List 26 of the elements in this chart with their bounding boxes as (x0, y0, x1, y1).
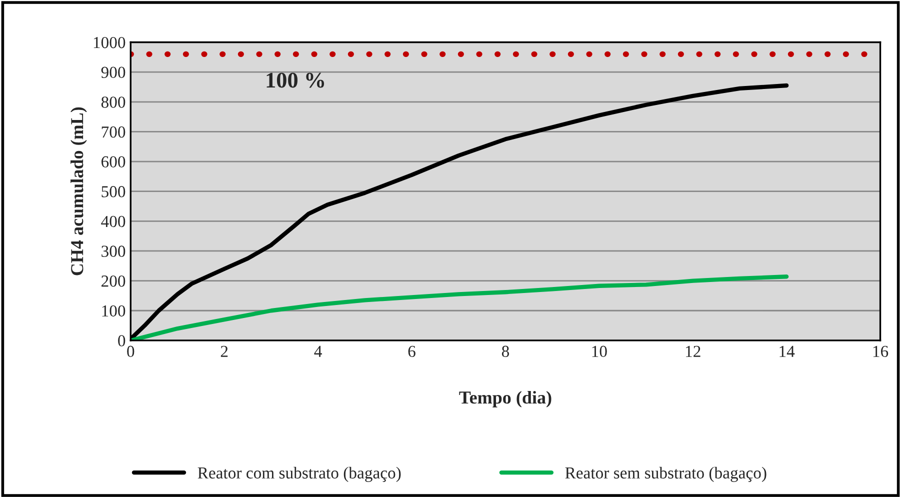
x-tick-label: 16 (873, 346, 888, 358)
x-tick-label: 14 (780, 346, 795, 357)
x-axis-title: Tempo (dia) (459, 390, 552, 408)
legend-label: Reator sem substrato (bagaço) (565, 466, 766, 482)
annotation: 100 % (266, 72, 324, 88)
y-tick-label: 0 (118, 335, 126, 346)
y-tick-label: 600 (102, 156, 126, 168)
legend-label: Reator com substrato (bagaço) (198, 466, 401, 482)
x-tick-label: 0 (127, 346, 134, 358)
line-series (130, 274, 789, 340)
x-tick-label: 12 (686, 346, 700, 357)
x-tick-label: 2 (220, 346, 228, 357)
y-tick-label: 200 (102, 276, 126, 287)
y-tick-label: 400 (101, 216, 126, 228)
x-tick-label: 6 (408, 346, 416, 358)
x-tick-label: 8 (502, 346, 509, 358)
y-tick-label: 1000 (94, 36, 126, 48)
y-tick-label: 700 (102, 126, 126, 138)
y-axis-title: CH4 acumulado (mL) (70, 107, 87, 276)
x-tick-label: 10 (592, 346, 607, 358)
y-tick-label: 800 (101, 96, 126, 108)
y-tick-label: 300 (102, 246, 126, 257)
x-tick-label: 4 (314, 346, 322, 357)
y-tick-label: 500 (102, 186, 126, 198)
y-tick-label: 100 (102, 305, 126, 317)
y-tick-label: 900 (101, 66, 126, 78)
